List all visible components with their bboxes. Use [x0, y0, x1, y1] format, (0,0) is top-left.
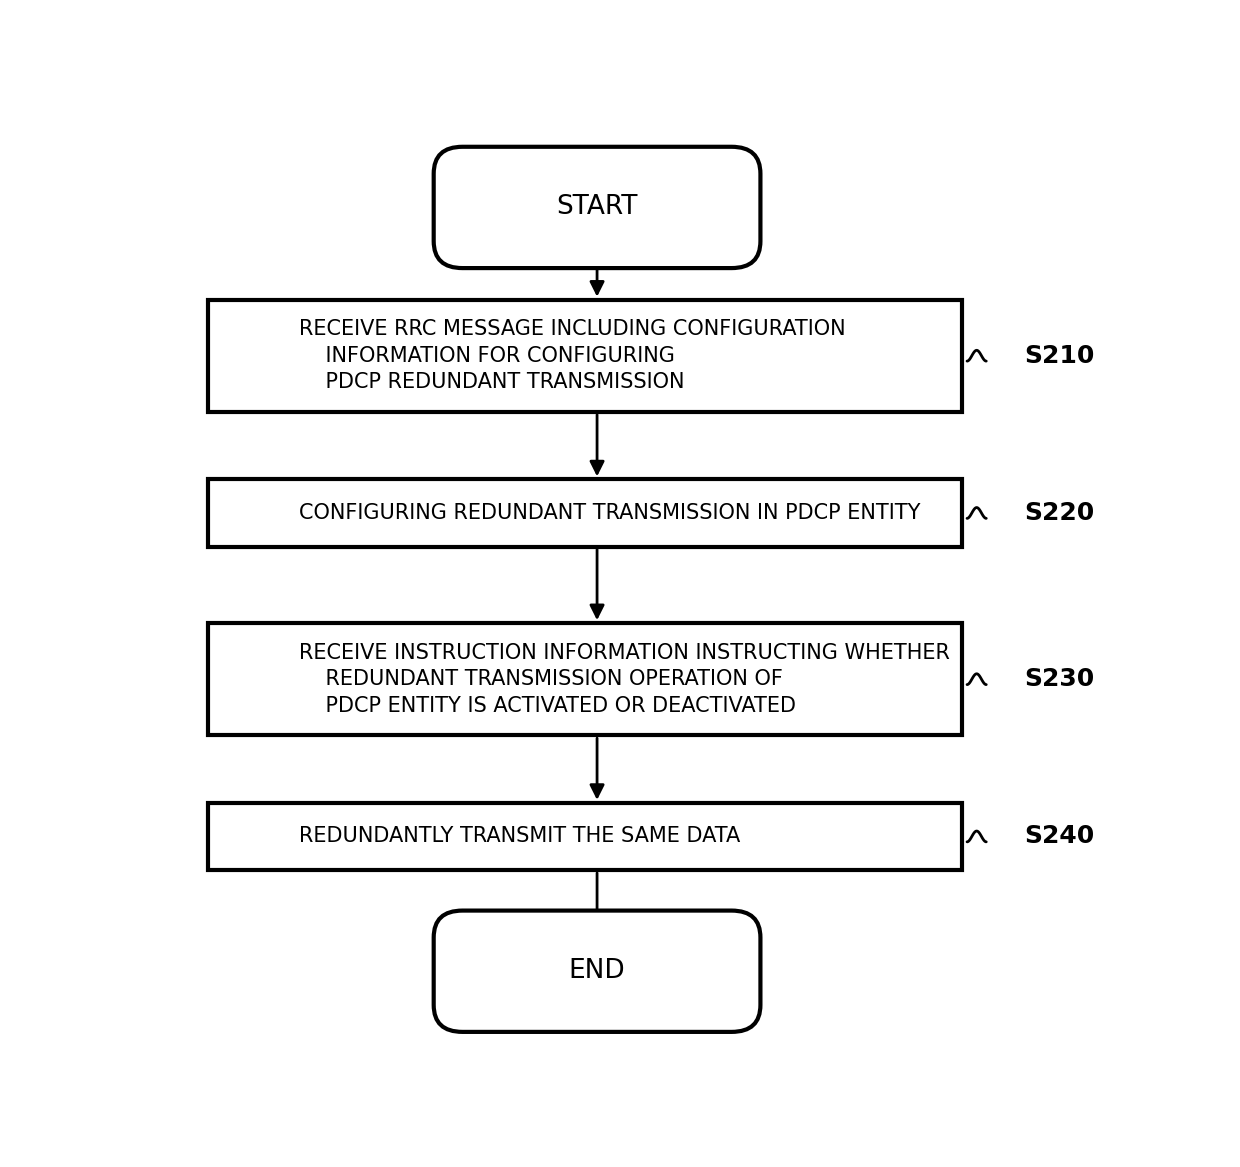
Text: REDUNDANTLY TRANSMIT THE SAME DATA: REDUNDANTLY TRANSMIT THE SAME DATA — [299, 826, 740, 846]
Bar — [208, 623, 962, 735]
Text: S220: S220 — [1024, 501, 1095, 525]
Text: RECEIVE INSTRUCTION INFORMATION INSTRUCTING WHETHER
    REDUNDANT TRANSMISSION O: RECEIVE INSTRUCTION INFORMATION INSTRUCT… — [299, 643, 950, 715]
Text: S240: S240 — [1024, 824, 1095, 848]
Text: CONFIGURING REDUNDANT TRANSMISSION IN PDCP ENTITY: CONFIGURING REDUNDANT TRANSMISSION IN PD… — [299, 503, 920, 523]
Bar — [208, 480, 962, 546]
Text: START: START — [557, 195, 637, 221]
Text: RECEIVE RRC MESSAGE INCLUDING CONFIGURATION
    INFORMATION FOR CONFIGURING
    : RECEIVE RRC MESSAGE INCLUDING CONFIGURAT… — [299, 320, 846, 392]
Bar — [208, 300, 962, 412]
Bar — [208, 803, 962, 871]
Text: S230: S230 — [1024, 668, 1095, 691]
Text: S210: S210 — [1024, 344, 1095, 368]
FancyBboxPatch shape — [434, 147, 760, 268]
FancyBboxPatch shape — [434, 910, 760, 1032]
Text: END: END — [569, 958, 625, 984]
